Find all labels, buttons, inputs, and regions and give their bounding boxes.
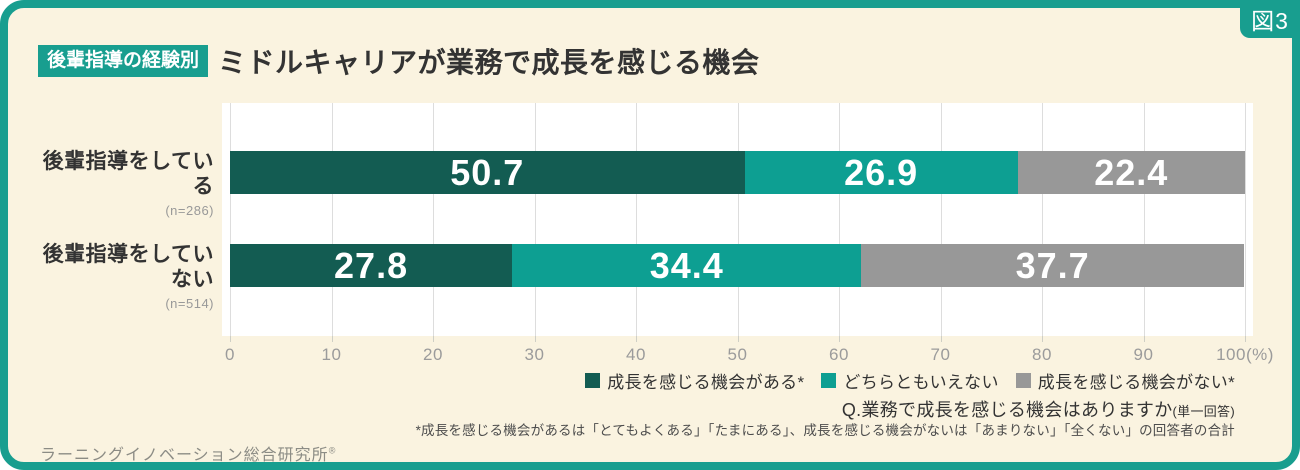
x-tick-label: 20 bbox=[423, 345, 443, 364]
legend-label: どちらともいえない bbox=[843, 373, 999, 392]
tick-mark bbox=[636, 336, 637, 342]
footnote-text: *成長を感じる機会があるは「とてもよくある」「たまにある」、成長を感じる機会がな… bbox=[415, 423, 1235, 438]
legend-item: 成長を感じる機会がない* bbox=[1015, 368, 1235, 393]
gridline bbox=[230, 103, 231, 336]
gridline bbox=[433, 103, 434, 336]
x-tick-label: 50 bbox=[727, 345, 748, 364]
x-tick-label: 80 bbox=[1032, 345, 1052, 364]
legend-swatch bbox=[1015, 373, 1031, 388]
legend: 成長を感じる機会がある* どちらともいえない 成長を感じる機会がない* bbox=[585, 368, 1235, 393]
category-name: 後輩指導をしている bbox=[42, 150, 214, 199]
tick-mark bbox=[839, 336, 840, 342]
plot-area: 50.7 26.9 22.4 27.8 34.4 37.7 bbox=[222, 103, 1253, 342]
question-main: Q.業務で成長を感じる機会はありますか bbox=[841, 400, 1173, 420]
legend-label: 成長を感じる機会がない* bbox=[1037, 373, 1235, 392]
gridline bbox=[1042, 103, 1043, 336]
bar-value-label: 26.9 bbox=[844, 151, 919, 193]
legend-swatch bbox=[821, 373, 837, 388]
tick-mark bbox=[737, 336, 739, 342]
legend-label: 成長を感じる機会がある* bbox=[607, 373, 805, 392]
tick-mark bbox=[534, 336, 536, 342]
bar-value-label: 34.4 bbox=[649, 244, 724, 286]
x-tick-label: 60 bbox=[829, 345, 849, 364]
category-label: 後輩指導をしている (n=286) bbox=[36, 149, 214, 218]
bar-value-label: 37.7 bbox=[1015, 244, 1090, 286]
legend-item: どちらともいえない bbox=[821, 368, 998, 393]
bar-segment: 37.7 bbox=[861, 244, 1244, 287]
bar-value-label: 22.4 bbox=[1094, 151, 1169, 193]
logo-text: ラーニングイノベーション総合研究所® bbox=[40, 441, 337, 464]
figure-label-tab: 図3 bbox=[1240, 0, 1300, 38]
x-tick-label: 100(%) bbox=[1216, 345, 1274, 364]
x-tick-label: 70 bbox=[930, 345, 951, 364]
legend-item: 成長を感じる機会がある* bbox=[585, 368, 804, 393]
bar-segment: 26.9 bbox=[744, 151, 1018, 194]
gridline bbox=[534, 103, 536, 336]
gridline bbox=[839, 103, 840, 336]
category-note: (n=286) bbox=[165, 203, 214, 219]
category-name: 後輩指導をしていない bbox=[42, 243, 214, 292]
legend-swatch bbox=[585, 373, 601, 388]
tick-mark bbox=[433, 336, 434, 342]
gridline bbox=[940, 103, 942, 336]
x-tick-label: 90 bbox=[1133, 345, 1154, 364]
gridline bbox=[636, 103, 637, 336]
tick-mark bbox=[1245, 336, 1246, 342]
x-tick-label: 10 bbox=[321, 345, 342, 364]
tick-mark bbox=[331, 336, 333, 342]
x-tick-label: 0 bbox=[225, 345, 235, 364]
gridline bbox=[1245, 103, 1246, 336]
bar-segment: 50.7 bbox=[230, 151, 745, 194]
logo-name: ラーニングイノベーション総合研究所 bbox=[40, 447, 329, 464]
bar-value-label: 27.8 bbox=[334, 244, 409, 286]
category-note: (n=514) bbox=[165, 296, 214, 312]
gridline bbox=[331, 103, 333, 336]
gridline bbox=[1143, 103, 1145, 336]
chart-header: 後輩指導の経験別 ミドルキャリアが業務で成長を感じる機会 bbox=[38, 41, 760, 81]
category-label: 後輩指導をしていない (n=514) bbox=[36, 242, 214, 311]
tick-mark bbox=[1143, 336, 1145, 342]
bar-row: 50.7 26.9 22.4 bbox=[230, 151, 1245, 194]
tick-mark bbox=[230, 336, 231, 342]
bar-value-label: 50.7 bbox=[450, 151, 525, 193]
registered-mark: ® bbox=[328, 445, 337, 456]
bar-segment: 27.8 bbox=[230, 244, 513, 287]
bar-segment: 34.4 bbox=[512, 244, 862, 287]
bar-segment: 22.4 bbox=[1017, 151, 1245, 194]
question-suffix: (単一回答) bbox=[1172, 404, 1235, 419]
tick-mark bbox=[940, 336, 942, 342]
x-tick-label: 40 bbox=[626, 345, 646, 364]
gridline bbox=[737, 103, 739, 336]
bars-area: 50.7 26.9 22.4 27.8 34.4 37.7 bbox=[230, 103, 1246, 342]
bar-row: 27.8 34.4 37.7 bbox=[230, 244, 1245, 287]
x-tick-label: 30 bbox=[524, 345, 545, 364]
tick-mark bbox=[1042, 336, 1043, 342]
header-badge: 後輩指導の経験別 bbox=[38, 45, 209, 77]
question-text: Q.業務で成長を感じる機会はありますか(単一回答) bbox=[842, 396, 1235, 422]
figure-label: 図3 bbox=[1251, 8, 1289, 34]
chart-title: ミドルキャリアが業務で成長を感じる機会 bbox=[218, 47, 760, 78]
